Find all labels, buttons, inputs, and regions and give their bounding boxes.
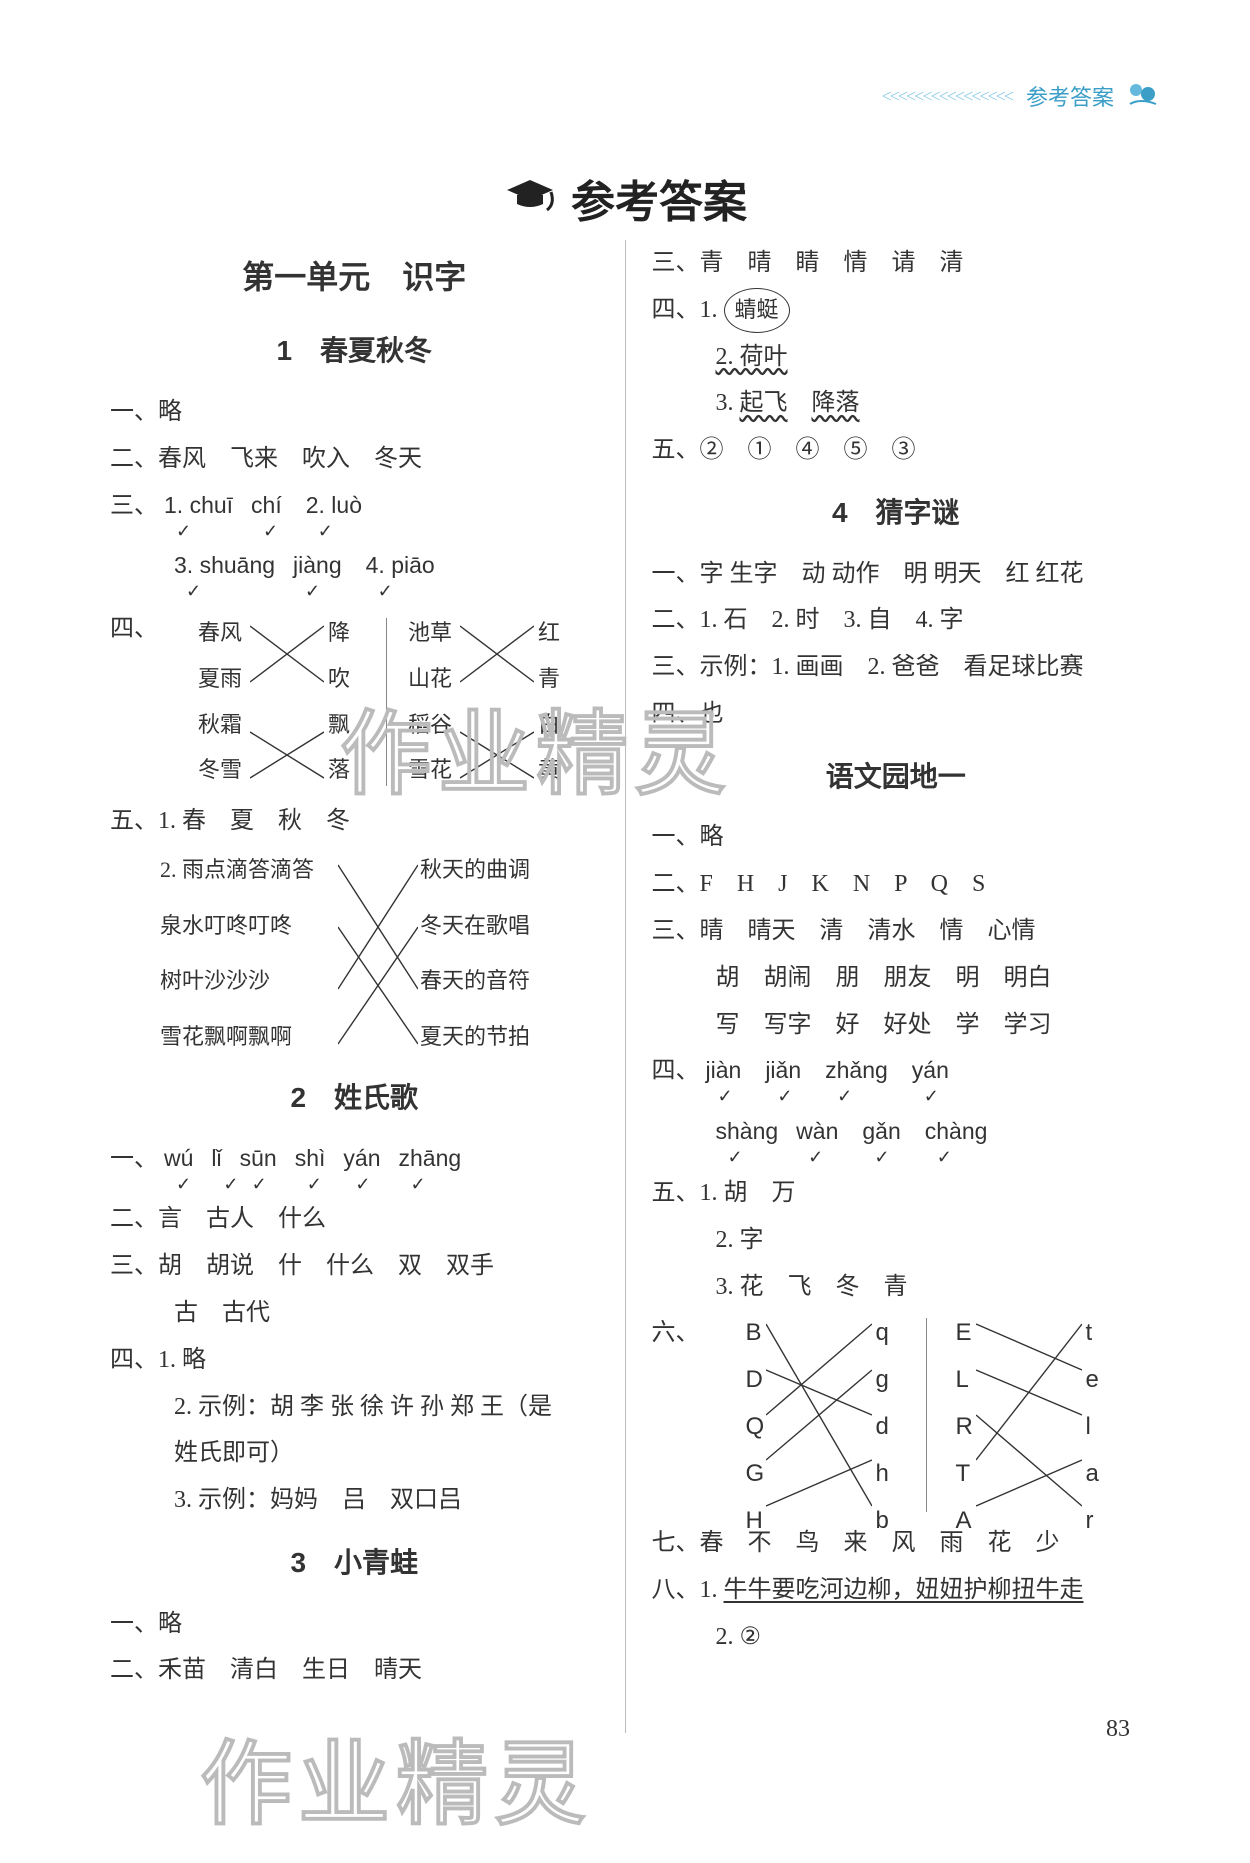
py: 4. piāo✓ [366,552,435,578]
g-a3a: 三、晴 晴天 清 清水 情 心情 [652,908,1141,955]
circled-answer: 蜻蜓 [724,288,790,333]
l4-a2: 二、1. 石 2. 时 3. 自 4. 字 [652,597,1141,644]
c3-a3: 三、青 晴 睛 情 请 清 [652,240,1141,287]
py: chí✓ [251,492,282,518]
g-a6-row: 六、 BDQGH qgdhb ELRTA telar [652,1310,1141,1520]
l2-a4-1: 四、1. 略 [110,1337,599,1384]
l3-a1: 一、略 [110,1601,599,1648]
label: 四、 [110,606,158,798]
py: 2. luò✓ [306,492,362,518]
label: 一、 [110,1146,158,1172]
g-a2: 二、F H J K N P Q S [652,861,1141,908]
l4-a1: 一、字 生字 动 动作 明 明天 红 红花 [652,551,1141,598]
g-a5-3: 3. 花 飞 冬 青 [652,1264,1141,1311]
g-a1: 一、略 [652,814,1141,861]
label: 三、 [110,493,158,519]
chevron-decor: <<<<<<<<<<<<<<<< [882,86,1012,107]
lesson-3-title: 3 小青蛙 [110,1536,599,1591]
lesson-1-title: 1 春夏秋冬 [110,324,599,379]
flower-icon [1126,78,1160,115]
page-number: 83 [1106,1716,1130,1743]
g-match-6: BDQGH qgdhb ELRTA telar [746,1310,1141,1520]
l1-match-5-2: 2. 雨点滴答滴答 泉水叮咚叮咚 树叶沙沙沙 雪花飘啊飘啊 秋天的曲调 冬天在歌… [160,849,599,1059]
py: 3. shuāng✓ [174,552,275,578]
g-a3b: 胡 胡闹 朋 朋友 明 明白 [652,955,1141,1002]
g-a3c: 写 写字 好 好处 学 学习 [652,1002,1141,1049]
l4-a4: 四、也 [652,691,1141,738]
g-a8-2: 2. ② [652,1614,1141,1661]
l2-a4-3: 3. 示例：妈妈 吕 双口吕 [110,1477,599,1524]
l1-a4-row: 四、 春风夏雨秋霜冬雪 降吹飘落 池草山花稻谷雪花 红青白黄 [110,606,599,798]
right-column: 三、青 晴 睛 情 请 清 四、1. 蜻蜓 2. 荷叶 3. 起飞 降落 五、②… [626,240,1141,1733]
l2-a4-2b: 姓氏即可） [110,1430,599,1477]
l1-match-4: 春风夏雨秋霜冬雪 降吹飘落 池草山花稻谷雪花 红青白黄 [198,612,599,792]
py: jiàng✓ [293,552,342,578]
main-title-row: 参考答案 [0,166,1250,230]
l2-a2: 二、言 古人 什么 [110,1196,599,1243]
l1-a2: 二、春风 飞来 吹入 冬天 [110,436,599,483]
unit-title: 第一单元 识字 [110,246,599,308]
g-a4-row1: 四、 jiàn✓ jiǎn✓ zhǎng✓ yán✓ [652,1048,1141,1095]
py: 1. chuī✓ [164,492,233,518]
main-title: 参考答案 [571,178,747,227]
left-column: 第一单元 识字 1 春夏秋冬 一、略 二、春风 飞来 吹入 冬天 三、 1. c… [110,240,626,1733]
g-a8-1: 八、1. 牛牛要吃河边柳，妞妞护柳扭牛走 [652,1567,1141,1614]
l1-a3-row1: 三、 1. chuī✓ chí✓ 2. luò✓ [110,483,599,530]
lesson-2-title: 2 姓氏歌 [110,1071,599,1126]
l4-a3: 三、示例：1. 画画 2. 爸爸 看足球比赛 [652,644,1141,691]
garden-title: 语文园地一 [652,750,1141,805]
header-label: 参考答案 [1026,80,1114,112]
g-a5-1: 五、1. 胡 万 [652,1170,1141,1217]
g-a5-2: 2. 字 [652,1217,1141,1264]
page-header: <<<<<<<<<<<<<<<< 参考答案 [0,82,1250,110]
l2-a3b: 古 古代 [110,1290,599,1337]
graduation-cap-icon [503,176,557,221]
l2-a3a: 三、胡 胡说 什 什么 双 双手 [110,1243,599,1290]
l2-a1: 一、 wú✓ lǐ✓ sūn✓ shì✓ yán✓ zhāng✓ [110,1136,599,1183]
l2-a4-2a: 2. 示例：胡 李 张 徐 许 孙 郑 王（是 [110,1384,599,1431]
content-columns: 第一单元 识字 1 春夏秋冬 一、略 二、春风 飞来 吹入 冬天 三、 1. c… [110,240,1140,1733]
c3-a4-2: 2. 荷叶 [652,334,1141,381]
c3-a4-3: 3. 起飞 降落 [652,380,1141,427]
c3-a5: 五、② ① ④ ⑤ ③ [652,427,1141,474]
g-a4-row2: shàng✓ wàn✓ gǎn✓ chàng✓ [652,1109,1141,1156]
c3-a4-1: 四、1. 蜻蜓 [652,287,1141,334]
l1-a5-1: 五、1. 春 夏 秋 冬 [110,798,599,845]
lesson-4-title: 4 猜字谜 [652,486,1141,541]
l3-a2: 二、禾苗 清白 生日 晴天 [110,1647,599,1694]
l1-a3-row2: 3. shuāng✓ jiàng✓ 4. piāo✓ [110,543,599,590]
l1-a1: 一、略 [110,389,599,436]
g-a7: 七、春 不 鸟 来 风 雨 花 少 [652,1520,1141,1567]
